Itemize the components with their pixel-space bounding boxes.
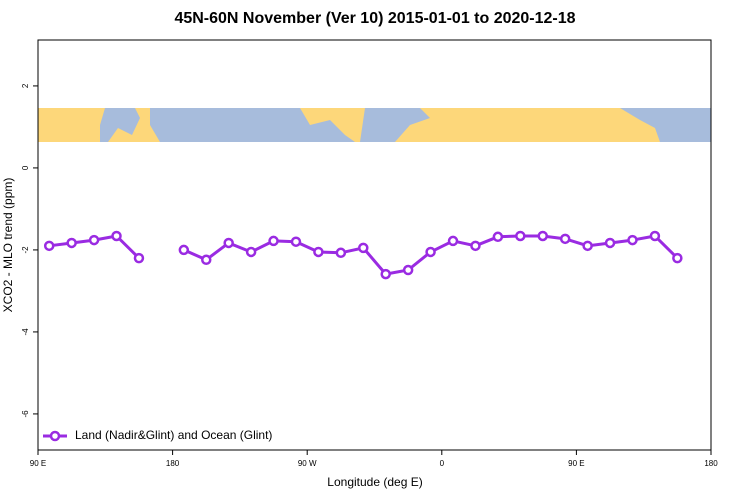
legend-marker [49, 430, 61, 442]
data-point [649, 230, 661, 242]
map-strip [38, 108, 711, 142]
data-point [43, 240, 55, 252]
x-tick-label: 90 E [30, 459, 46, 468]
data-point [402, 264, 414, 276]
data-point [335, 247, 347, 259]
data-point [627, 234, 638, 246]
plot-frame [37, 39, 712, 451]
y-tick-label: 0 [21, 165, 30, 170]
chart-title: 45N-60N November (Ver 10) 2015-01-01 to … [174, 10, 575, 27]
data-point [380, 268, 391, 280]
data-point [604, 237, 616, 249]
data-point [470, 240, 481, 252]
x-tick-label: 0 [440, 459, 445, 468]
data-point [425, 246, 436, 258]
y-tick-label: -4 [21, 328, 30, 336]
data-point [178, 244, 190, 256]
data-point [582, 240, 593, 252]
data-point [245, 246, 257, 258]
data-point [492, 231, 504, 243]
data-point [111, 230, 122, 242]
legend-label: Land (Nadir&Glint) and Ocean (Glint) [75, 428, 272, 442]
data-point [88, 234, 100, 246]
x-tick-label: 180 [166, 459, 180, 468]
data-point [515, 230, 526, 242]
x-axis-label: Longitude (deg E) [327, 475, 422, 489]
data-point [537, 230, 548, 242]
data-point [223, 237, 234, 249]
y-tick-label: -2 [21, 246, 30, 254]
data-point [358, 242, 369, 254]
x-tick-label: 90 E [568, 459, 584, 468]
data-point [268, 235, 279, 247]
y-axis-label: XCO2 - MLO trend (ppm) [1, 178, 15, 313]
y-tick-label: -6 [21, 410, 30, 418]
data-point [290, 236, 302, 247]
data-point [447, 235, 459, 247]
x-tick-label: 90 W [298, 459, 317, 468]
data-point [133, 252, 145, 264]
y-tick-label: 2 [21, 83, 30, 88]
x-tick-label: 180 [704, 459, 718, 468]
data-point [201, 254, 212, 266]
data-point [313, 246, 324, 258]
data-point [672, 252, 683, 264]
data-point [66, 237, 77, 249]
data-point [559, 233, 571, 245]
